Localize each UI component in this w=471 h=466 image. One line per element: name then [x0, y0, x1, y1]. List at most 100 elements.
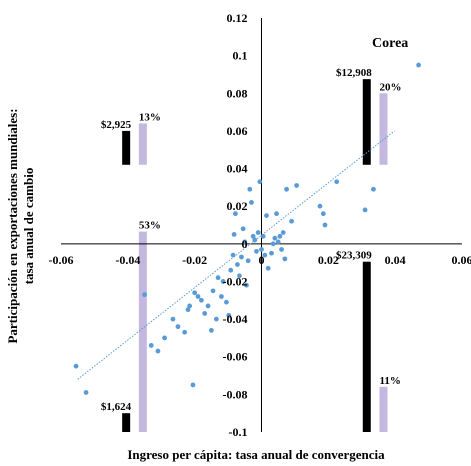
tick-labels: -0.06 -0.04 -0.02 0 0.02 0.04 0.06 0.12 0.1 0.08 0…	[49, 11, 471, 439]
data-point-1	[83, 390, 89, 395]
data-point-14	[198, 297, 204, 303]
bar-label-1: 13%	[139, 111, 161, 123]
data-point-63	[334, 179, 340, 185]
y-tick-label-9: -0.06	[223, 350, 248, 364]
bar-dark-0	[122, 130, 131, 165]
x-tick-label-0: -0.06	[49, 253, 74, 267]
y-tick-label-3: 0.06	[227, 124, 248, 138]
data-point-26	[230, 252, 236, 258]
y-axis-label-line2: tasa anual de cambio	[21, 168, 36, 285]
data-point-8	[182, 329, 188, 335]
data-point-53	[277, 233, 283, 239]
bar-dark-4	[362, 79, 371, 165]
y-tick-label-10: -0.08	[223, 387, 248, 401]
data-point-5	[162, 335, 167, 341]
data-point-37	[249, 200, 254, 205]
data-point-30	[237, 273, 242, 279]
trendline-group	[77, 130, 395, 380]
y-tick-label-6: 0	[242, 237, 248, 251]
x-tick-label-5: 0.04	[385, 253, 406, 267]
data-point-47	[265, 265, 271, 271]
data-point-44	[260, 233, 266, 239]
data-point-10	[187, 303, 193, 309]
data-point-54	[279, 247, 284, 252]
data-point-27	[231, 232, 237, 237]
data-point-6	[170, 316, 176, 322]
data-point-34	[244, 282, 249, 288]
data-point-59	[294, 183, 299, 188]
data-point-41	[255, 230, 261, 235]
data-point-18	[210, 288, 216, 294]
bar-labels: $2,925 13% 53% $1,624 $12,908 20% $23,309 11%	[101, 67, 402, 413]
bar-label-7: 11%	[379, 375, 400, 387]
data-point-52	[275, 239, 281, 245]
data-point-58	[289, 218, 294, 224]
y-tick-label-0: 0.12	[227, 11, 248, 25]
data-point-20	[215, 275, 221, 281]
data-point-17	[208, 327, 214, 333]
data-point-29	[235, 262, 240, 267]
data-point-21	[219, 294, 224, 299]
data-point-24	[226, 312, 232, 318]
data-point-50	[272, 235, 278, 241]
data-point-16	[205, 303, 211, 309]
data-point-25	[228, 267, 234, 273]
y-tick-label-1: 0.1	[233, 49, 248, 63]
data-point-51	[274, 211, 279, 217]
data-point-36	[247, 186, 253, 192]
bar-light-2	[138, 231, 147, 432]
y-tick-label-11: -0.1	[229, 425, 248, 439]
data-point-15	[202, 311, 208, 316]
bar-label-0: $2,925	[101, 119, 132, 131]
bar-label-5: 20%	[379, 81, 401, 93]
data-point-66	[416, 62, 421, 68]
data-point-38	[250, 233, 256, 239]
data-point-22	[220, 279, 226, 284]
data-points	[73, 62, 421, 395]
data-point-42	[257, 179, 263, 185]
data-point-12	[192, 290, 198, 296]
data-point-7	[175, 324, 181, 330]
bar-label-3: $1,624	[101, 401, 132, 413]
data-point-45	[262, 252, 268, 258]
bar-label-6: $23,309	[336, 250, 372, 262]
data-point-55	[280, 230, 286, 235]
data-point-39	[252, 237, 258, 243]
x-tick-label-3: 0	[259, 253, 265, 267]
data-point-46	[264, 213, 269, 218]
bar-label-4: $12,908	[336, 67, 372, 79]
data-point-32	[240, 226, 246, 232]
bar-light-5	[379, 93, 388, 165]
axes	[61, 18, 462, 432]
y-tick-label-2: 0.08	[227, 86, 248, 100]
data-point-31	[239, 254, 244, 260]
x-tick-label-6: 0.06	[452, 253, 471, 267]
data-point-64	[362, 207, 368, 213]
data-point-28	[233, 211, 238, 217]
y-axis-label-group: Participación en exportaciones mundiales…	[5, 108, 36, 343]
data-point-56	[282, 256, 288, 262]
data-point-33	[242, 239, 248, 245]
data-point-11	[190, 382, 196, 388]
data-point-49	[270, 241, 276, 247]
data-point-40	[254, 248, 259, 254]
data-point-43	[259, 247, 264, 252]
x-axis-label: Ingreso per cápita: tasa anual de conver…	[127, 447, 385, 462]
x-tick-label-2: -0.02	[182, 253, 207, 267]
data-point-13	[195, 294, 201, 299]
x-tick-label-1: -0.04	[115, 253, 140, 267]
bar-label-2: 53%	[139, 220, 161, 232]
y-axis-label-line1: Participación en exportaciones mundiales…	[5, 108, 20, 343]
data-point-0	[73, 363, 79, 369]
data-point-4	[155, 348, 161, 354]
bar-light-1	[138, 123, 147, 165]
data-point-62	[322, 222, 328, 228]
bar-dark-6	[362, 261, 371, 432]
data-point-48	[269, 250, 274, 256]
data-point-19	[213, 316, 219, 322]
x-tick-label-4: 0.02	[318, 253, 339, 267]
data-point-57	[284, 186, 289, 192]
data-point-9	[185, 307, 191, 313]
annotation-bars	[122, 79, 388, 432]
